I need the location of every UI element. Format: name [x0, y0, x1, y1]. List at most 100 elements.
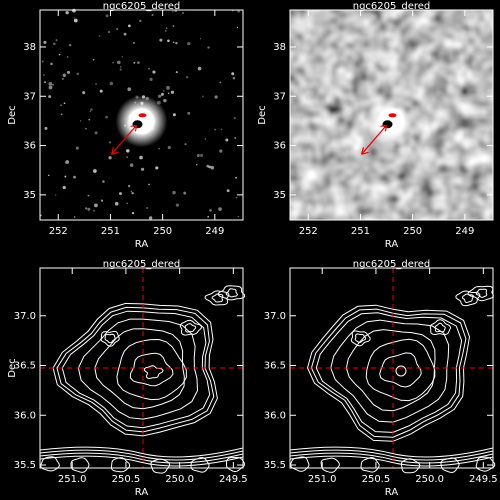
noise-speck	[98, 35, 101, 37]
noise-speck	[92, 58, 95, 61]
x-tick-label: 249	[205, 226, 224, 237]
x-axis-label: RA	[135, 239, 149, 250]
noise-speck	[48, 82, 53, 86]
noise-speck	[175, 71, 178, 74]
noise-speck	[119, 68, 122, 71]
noise-speck	[140, 167, 145, 171]
contour-line	[475, 456, 496, 472]
noise-speck	[165, 27, 168, 29]
noise-speck	[66, 56, 69, 58]
noise-speck	[109, 81, 114, 86]
noise-speck	[164, 29, 167, 32]
noise-speck	[100, 199, 104, 202]
noise-speck	[89, 110, 92, 113]
noise-speck	[120, 66, 122, 68]
y-tick-label: 37.0	[264, 311, 286, 322]
noise-speck	[87, 194, 90, 197]
panel-title: ngc6205_dered	[103, 1, 181, 12]
noise-speck	[175, 41, 178, 45]
noise-speck	[112, 61, 114, 64]
noise-speck	[195, 163, 198, 166]
source-hole	[132, 120, 143, 129]
x-tick-label: 249.5	[469, 474, 498, 485]
contour-line	[39, 446, 244, 458]
noise-speck	[126, 156, 128, 158]
noise-speck	[58, 53, 61, 56]
noise-speck	[160, 92, 164, 96]
contour-line	[40, 456, 60, 472]
noise-speck	[146, 206, 149, 210]
noise-speck	[132, 41, 135, 44]
noise-speck	[128, 24, 131, 28]
contour-line	[290, 456, 310, 472]
plot-frame	[39, 267, 244, 469]
noise-speck	[139, 155, 143, 160]
contour-line	[434, 322, 446, 333]
noise-speck	[73, 216, 76, 218]
contour-line	[461, 293, 474, 304]
x-tick-label: 250	[153, 226, 172, 237]
noise-speck	[93, 209, 96, 212]
noise-speck	[48, 85, 53, 90]
noise-speck	[148, 67, 150, 70]
noise-speck	[102, 180, 105, 183]
noise-speck	[139, 19, 142, 23]
contour-line	[190, 456, 210, 473]
contour-line	[475, 288, 488, 298]
noise-speck	[185, 75, 189, 79]
contour-line	[39, 455, 244, 467]
noise-speck	[167, 92, 170, 94]
panel: 252 251 250 249 35 36 37 38 ngc6205_dered RA Dec	[257, 1, 494, 250]
noise-speck	[108, 31, 110, 33]
noise-speck	[163, 98, 167, 103]
noise-speck	[200, 153, 204, 157]
contour-line	[204, 290, 230, 306]
noise-speck	[99, 89, 103, 93]
contour-line	[379, 352, 422, 388]
noise-speck	[148, 183, 150, 186]
noise-speck	[184, 143, 187, 146]
noise-speck	[88, 118, 91, 121]
contour-line	[39, 449, 244, 461]
noise-speck	[158, 148, 160, 150]
contour-line	[289, 455, 494, 467]
noise-speck	[166, 85, 170, 90]
panel-title: ngc6205_dered	[353, 1, 431, 12]
panel: 251.0 250.5 250.0 249.5 37.0 36.5 36.0 35.5 ngc6…	[7, 259, 248, 498]
noise-speck	[48, 95, 52, 99]
arrow	[111, 124, 137, 155]
noise-speck	[226, 189, 230, 193]
source-hole	[382, 120, 393, 129]
noise-speck	[183, 191, 187, 195]
noise-speck	[43, 81, 47, 84]
noise-speck	[116, 28, 119, 30]
noise-speck	[159, 38, 163, 42]
contour-line	[320, 457, 340, 473]
x-tick-label: 249.5	[219, 474, 248, 485]
noise-speck	[218, 207, 222, 211]
y-tick-label: 35.5	[14, 460, 36, 471]
noise-speck	[126, 202, 129, 205]
noise-speck	[207, 215, 210, 218]
noise-speck	[52, 83, 54, 86]
plot-area	[289, 268, 496, 474]
noise-speck	[64, 175, 67, 178]
noise-speck	[155, 166, 159, 170]
contour-line	[217, 285, 246, 301]
noise-speck	[214, 128, 216, 131]
x-tick-label: 251	[101, 226, 120, 237]
y-axis-label: Dec	[7, 105, 18, 124]
noise-speck	[66, 70, 70, 74]
contour-line	[225, 288, 238, 298]
noise-speck	[93, 169, 97, 173]
noise-speck	[167, 145, 171, 150]
noise-speck	[63, 102, 66, 105]
noise-speck	[187, 111, 191, 115]
arrow-head	[110, 147, 119, 155]
noise-speck	[131, 211, 135, 215]
x-tick-label: 252	[299, 226, 318, 237]
noise-speck	[61, 77, 65, 81]
noise-speck	[181, 12, 185, 15]
noise-speck	[72, 8, 76, 13]
noise-speck	[131, 191, 134, 195]
